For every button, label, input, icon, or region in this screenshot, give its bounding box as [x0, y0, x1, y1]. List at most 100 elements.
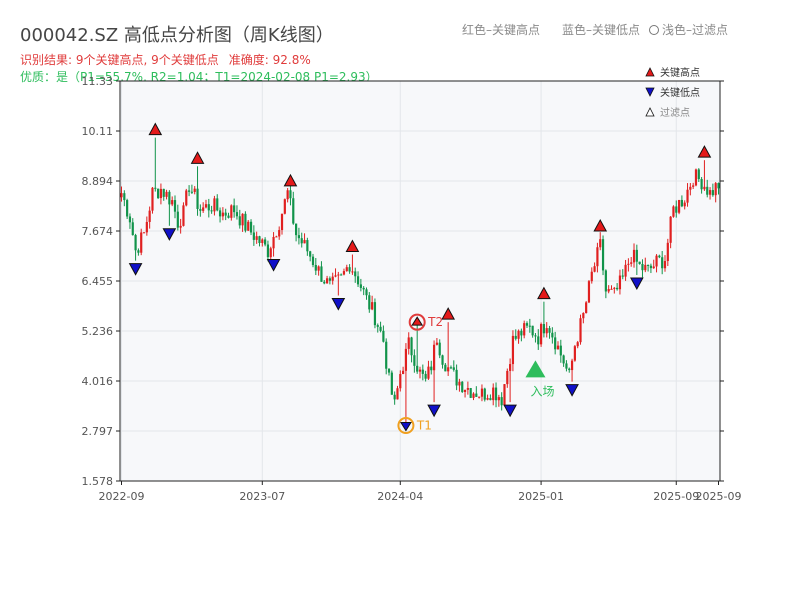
candle-body	[252, 232, 255, 240]
candle-body	[447, 367, 450, 372]
candle-body	[359, 284, 362, 288]
candle-body	[427, 366, 430, 379]
x-tick-label: 2025-09	[696, 490, 742, 503]
candle-body	[568, 368, 571, 371]
candle-body	[275, 236, 278, 238]
candle-body	[632, 249, 636, 263]
candle-body	[444, 364, 447, 372]
candle-body	[531, 325, 534, 336]
candle-body	[708, 190, 712, 195]
candle-body	[385, 341, 388, 369]
candle-body	[418, 369, 422, 372]
candle-body	[582, 313, 585, 319]
candle-body	[576, 342, 579, 347]
candle-body	[666, 242, 669, 262]
candle-body	[140, 232, 143, 253]
key-high-marker	[593, 218, 608, 232]
candle-body	[337, 274, 340, 276]
candle-body	[145, 221, 148, 233]
key-low-marker	[427, 404, 441, 418]
chart-title: 000042.SZ 高低点分析图（周K线图）	[20, 25, 334, 46]
candle-body	[548, 328, 551, 333]
candle-body	[509, 364, 512, 371]
candle-body	[449, 367, 453, 369]
y-tick-label: 4.016	[82, 375, 114, 388]
x-tick-label: 2024-04	[377, 490, 423, 503]
candle-body	[416, 365, 419, 372]
candle-body	[646, 264, 650, 266]
candle-body	[123, 193, 126, 201]
key-low-marker	[629, 277, 644, 291]
candle-body	[621, 275, 624, 277]
candle-body	[404, 348, 408, 371]
candle-body	[258, 236, 261, 243]
candle-body	[644, 264, 647, 271]
candle-body	[663, 261, 667, 269]
candle-body	[280, 213, 284, 231]
candle-body	[314, 265, 317, 271]
candle-body	[523, 323, 526, 336]
candle-body	[649, 265, 653, 269]
candle-body	[230, 205, 233, 218]
y-tick-label: 5.236	[82, 325, 114, 338]
candle-body	[432, 344, 436, 371]
candle-body	[601, 239, 605, 271]
y-tick-label: 7.674	[82, 225, 114, 238]
candle-body	[570, 360, 574, 371]
candle-body	[469, 388, 472, 398]
hollow-circle-icon	[649, 25, 659, 35]
t1-ring	[397, 417, 415, 435]
legend-high-icon	[645, 67, 655, 77]
candle-body	[373, 302, 377, 326]
key-high-marker	[441, 307, 456, 320]
candle-body	[345, 267, 348, 272]
candle-body	[331, 276, 334, 281]
candle-body	[241, 213, 244, 226]
candle-body	[247, 221, 250, 231]
candle-body	[497, 397, 500, 401]
legend-light-label: 浅色–过滤点	[662, 23, 729, 37]
key-low-marker	[565, 384, 579, 397]
candle-body	[365, 289, 368, 296]
candle-body	[297, 235, 301, 239]
key-high-marker	[537, 286, 551, 300]
candle-body	[489, 398, 492, 401]
candle-body	[387, 368, 391, 373]
candle-body	[272, 236, 275, 249]
candle-body	[545, 328, 548, 334]
candle-body	[148, 210, 151, 222]
candle-body	[525, 323, 529, 326]
candle-body	[463, 389, 467, 392]
candle-body	[325, 278, 329, 284]
candle-body	[694, 169, 698, 186]
candle-body	[587, 281, 591, 303]
candle-body	[320, 266, 323, 282]
candle-body	[559, 345, 562, 356]
candle-body	[382, 330, 385, 342]
candle-body	[249, 221, 253, 233]
y-tick-label: 8.894	[82, 175, 114, 188]
candle-body	[475, 393, 478, 397]
candle-body	[706, 186, 709, 195]
candle-body	[689, 186, 692, 190]
candle-body	[680, 199, 683, 207]
candle-body	[354, 271, 357, 277]
candle-body	[528, 325, 531, 327]
candle-body	[362, 287, 365, 290]
candle-body	[289, 190, 292, 199]
candle-body	[661, 257, 664, 269]
candle-body	[227, 215, 230, 218]
candle-body	[506, 370, 509, 385]
candle-body	[492, 387, 495, 401]
t2-ring	[408, 313, 426, 331]
y-tick-label: 10.11	[82, 125, 114, 138]
candle-body	[210, 210, 213, 212]
candle-body	[306, 240, 309, 252]
result-count-text: 识别结果: 9个关键高点, 9个关键低点	[20, 53, 219, 67]
candle-body	[486, 398, 489, 400]
legend-high-label: 关键高点	[660, 66, 700, 79]
candle-body	[458, 381, 461, 386]
candle-body	[630, 262, 633, 264]
candle-body	[202, 207, 205, 211]
